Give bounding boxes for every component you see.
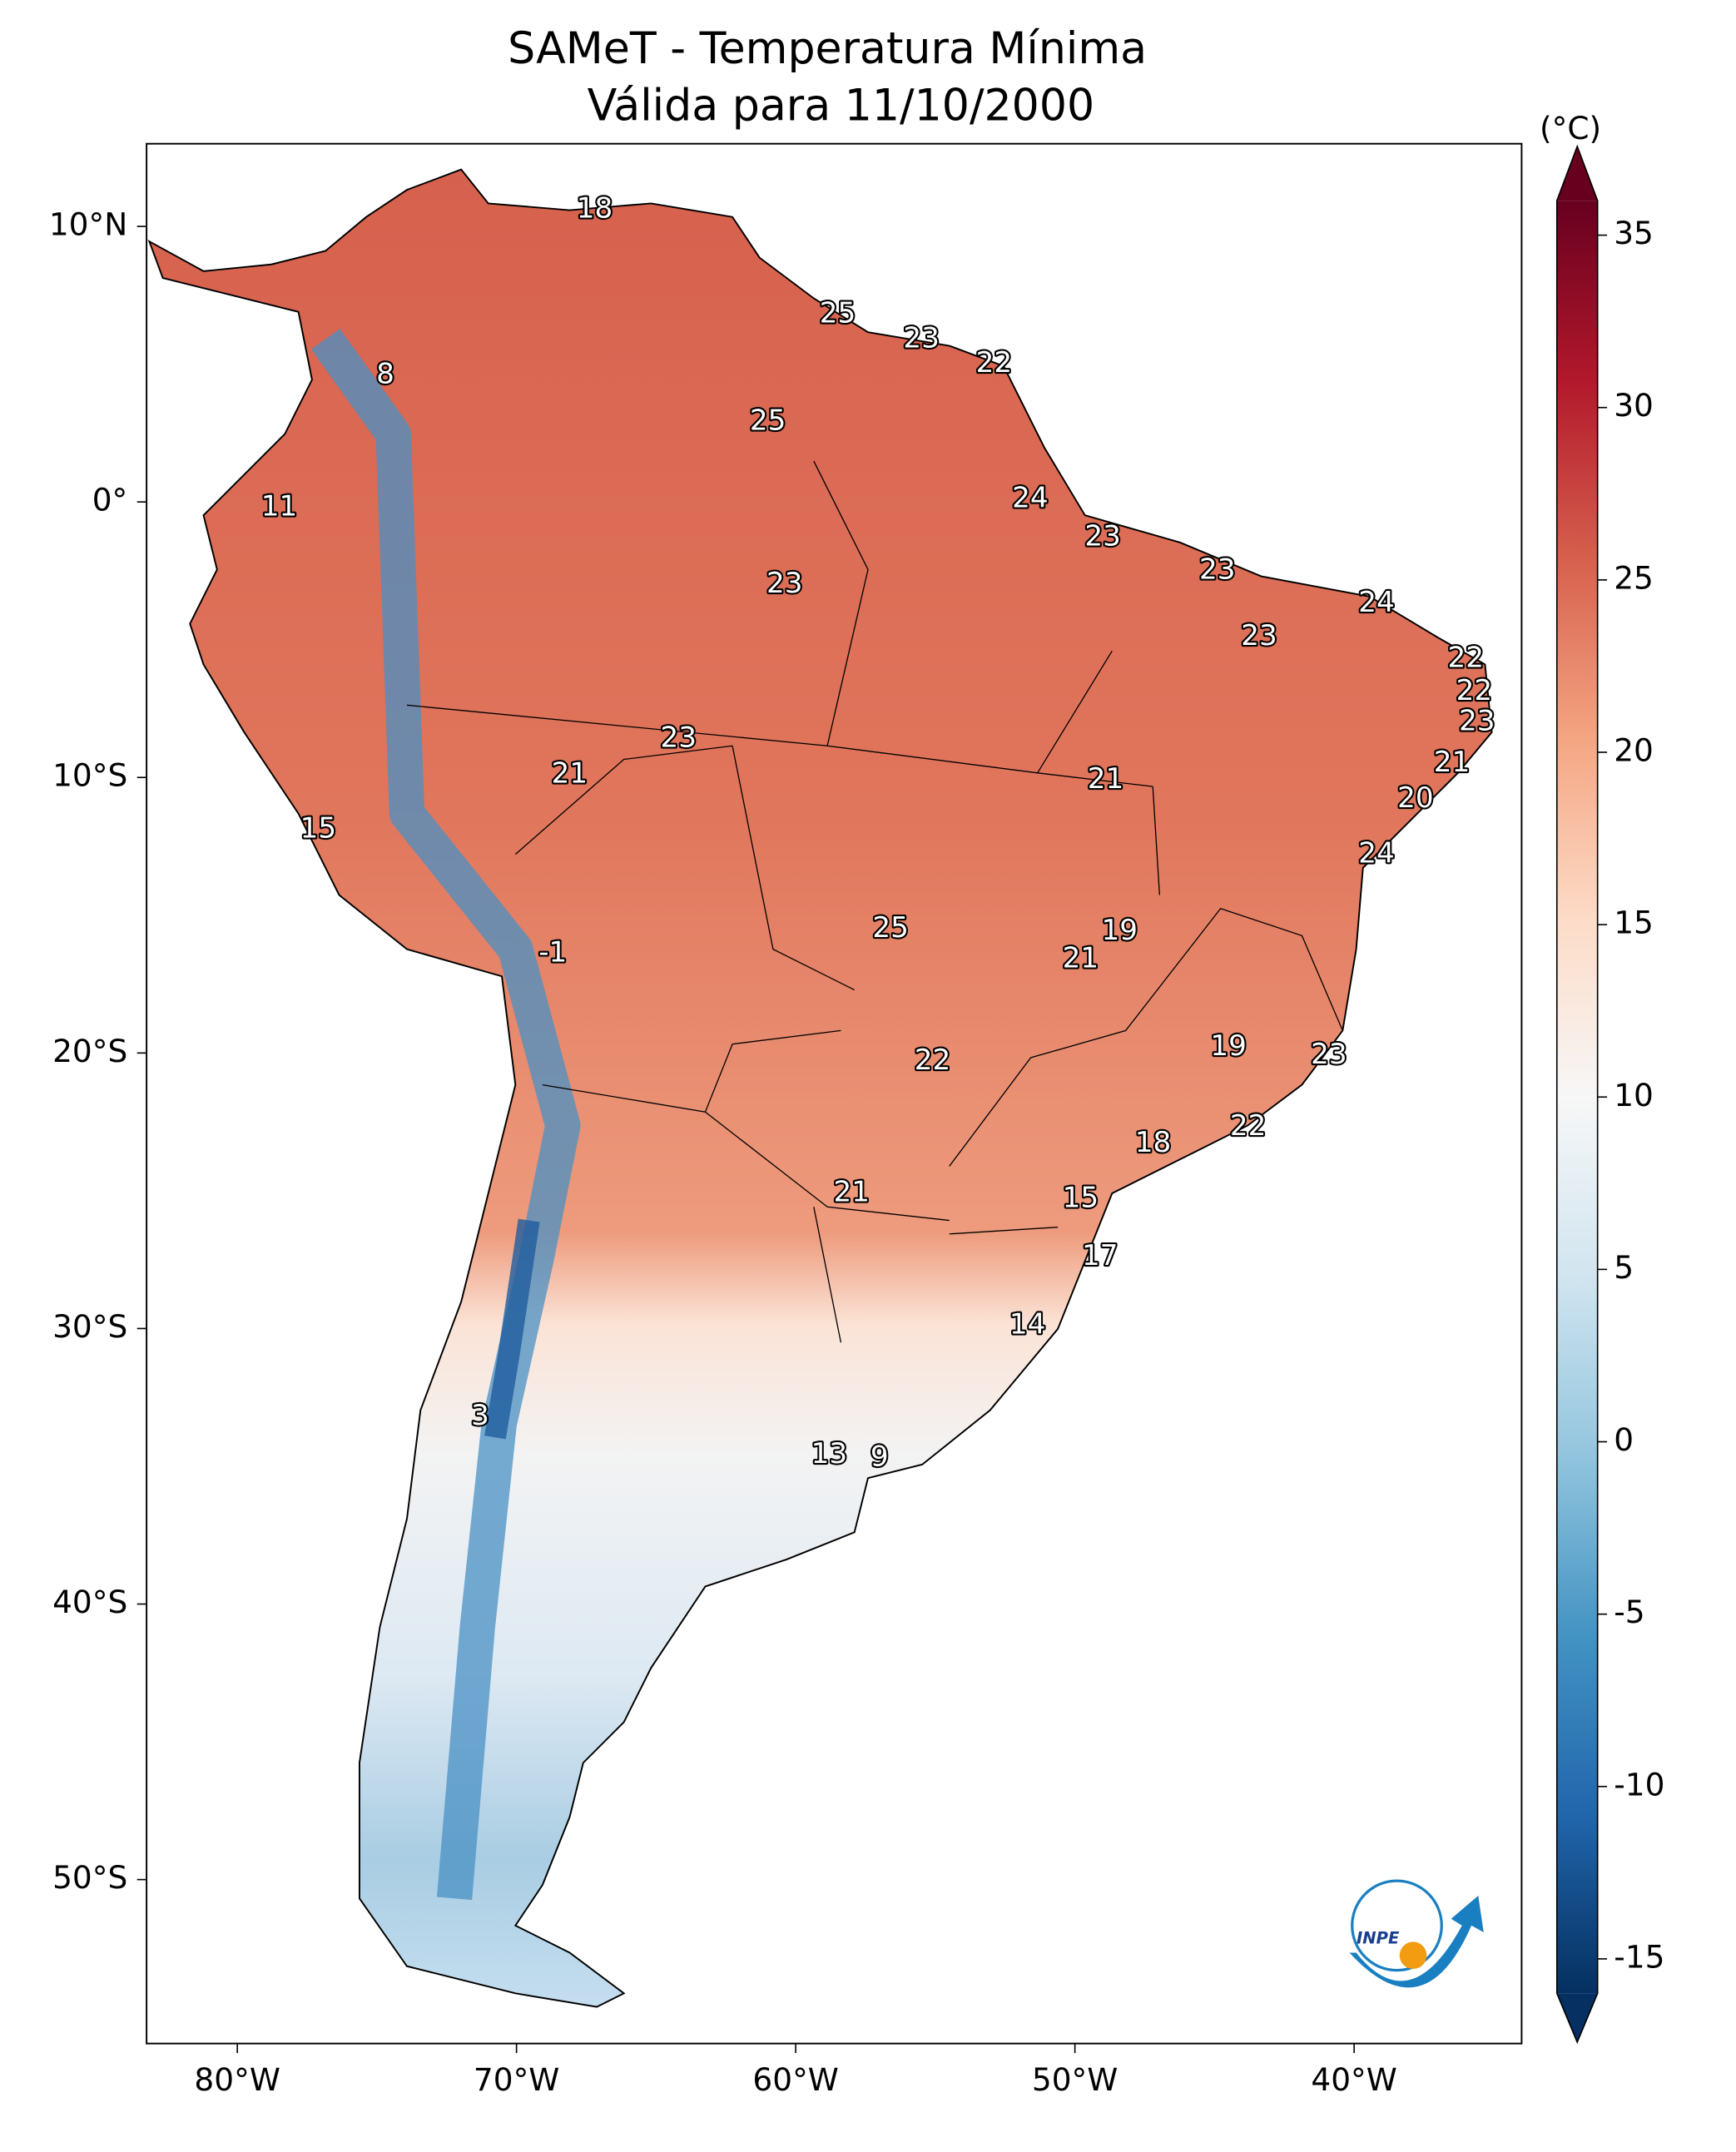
station-value: 15 xyxy=(1063,1181,1099,1214)
colorbar-extend-min xyxy=(1556,1993,1598,2043)
station-value: 22 xyxy=(1230,1109,1267,1143)
station-value: 22 xyxy=(1456,674,1493,707)
colorbar-tick-label: -10 xyxy=(1614,1766,1664,1802)
x-tick-label: 80°W xyxy=(194,2061,280,2098)
subtitle: Válida para 11/10/2000 xyxy=(588,81,1095,131)
y-tick-label: 0° xyxy=(92,482,128,518)
andes-cold-band xyxy=(310,329,581,1901)
station-value: 3 xyxy=(471,1399,489,1432)
station-value: 8 xyxy=(376,357,394,390)
station-value: 21 xyxy=(833,1176,870,1209)
y-tick-label: 50°S xyxy=(52,1859,127,1896)
station-value: 23 xyxy=(660,721,697,754)
station-value: 15 xyxy=(300,812,337,845)
station-value: 21 xyxy=(1434,746,1471,779)
colorbar-tick-label: -5 xyxy=(1614,1594,1644,1630)
station-value: 19 xyxy=(1210,1029,1247,1063)
station-value: 23 xyxy=(903,321,940,355)
x-tick-label: 50°W xyxy=(1032,2061,1118,2098)
title: SAMeT - Temperatura Mínima xyxy=(508,24,1147,74)
station-value: 21 xyxy=(1088,762,1124,796)
station-value: 23 xyxy=(1241,619,1277,652)
colorbar-extend-max xyxy=(1556,146,1598,201)
station-value: 21 xyxy=(1063,941,1099,974)
station-value: -1 xyxy=(538,936,567,969)
station-value: 25 xyxy=(872,911,909,945)
borders xyxy=(406,460,1343,1343)
station-value: 17 xyxy=(1082,1239,1118,1272)
y-tick-label: 10°N xyxy=(49,206,127,243)
x-tick-label: 40°W xyxy=(1311,2061,1396,2098)
station-value: 23 xyxy=(1459,705,1495,738)
station-value: 23 xyxy=(766,567,803,600)
y-tick-label: 10°S xyxy=(52,757,127,794)
andes-coldest xyxy=(484,1218,540,1440)
colorbar-tick-label: 10 xyxy=(1614,1077,1654,1113)
map-frame xyxy=(146,142,1523,2045)
coastline xyxy=(147,168,1493,2008)
logo-ring xyxy=(1351,1879,1443,1972)
colorbar-tick-label: 25 xyxy=(1614,559,1654,596)
logo-text: INPE xyxy=(1357,1929,1400,1948)
station-value: 24 xyxy=(1358,586,1395,619)
colorbar-outline xyxy=(1555,144,1599,2045)
colorbar-tick-label: 0 xyxy=(1614,1421,1634,1458)
station-value: 14 xyxy=(1009,1308,1046,1341)
station-value: 23 xyxy=(1084,520,1121,553)
station-value: 23 xyxy=(1199,553,1236,586)
station-value: 11 xyxy=(261,489,298,523)
colorbar-tick-label: -15 xyxy=(1614,1938,1664,1975)
colorbar-tick-label: 35 xyxy=(1614,215,1654,251)
colorbar-tick-label: 15 xyxy=(1614,905,1654,941)
station-value: 21 xyxy=(552,756,588,790)
station-value: 22 xyxy=(1448,641,1485,674)
station-value: 13 xyxy=(811,1437,848,1470)
station-value: 24 xyxy=(1012,481,1049,514)
colorbar-tick-label: 30 xyxy=(1614,387,1654,424)
station-value: 18 xyxy=(577,192,613,226)
station-value: 9 xyxy=(870,1440,889,1474)
x-tick-label: 70°W xyxy=(474,2061,559,2098)
y-tick-label: 40°S xyxy=(52,1584,127,1620)
station-value: 24 xyxy=(1358,836,1395,870)
station-value: 23 xyxy=(1311,1038,1347,1071)
logo: INPE xyxy=(1349,1879,1484,1988)
colorbar-tick-label: 5 xyxy=(1614,1249,1634,1286)
station-value: 19 xyxy=(1102,914,1138,947)
station-value: 20 xyxy=(1397,781,1434,815)
colorbar-label: (°C) xyxy=(1540,110,1601,146)
colorbar xyxy=(1556,201,1598,1994)
y-tick-label: 20°S xyxy=(52,1033,127,1069)
colorbar-tick-label: 20 xyxy=(1614,731,1654,768)
station-value: 25 xyxy=(750,404,786,438)
y-tick-label: 30°S xyxy=(52,1308,127,1345)
station-value: 22 xyxy=(915,1044,951,1077)
station-value: 25 xyxy=(820,297,856,330)
station-value: 22 xyxy=(976,346,1013,379)
x-tick-label: 60°W xyxy=(752,2061,838,2098)
logo-arrow xyxy=(1349,1896,1484,1988)
station-value: 18 xyxy=(1135,1126,1172,1159)
logo-sun xyxy=(1399,1941,1427,1970)
